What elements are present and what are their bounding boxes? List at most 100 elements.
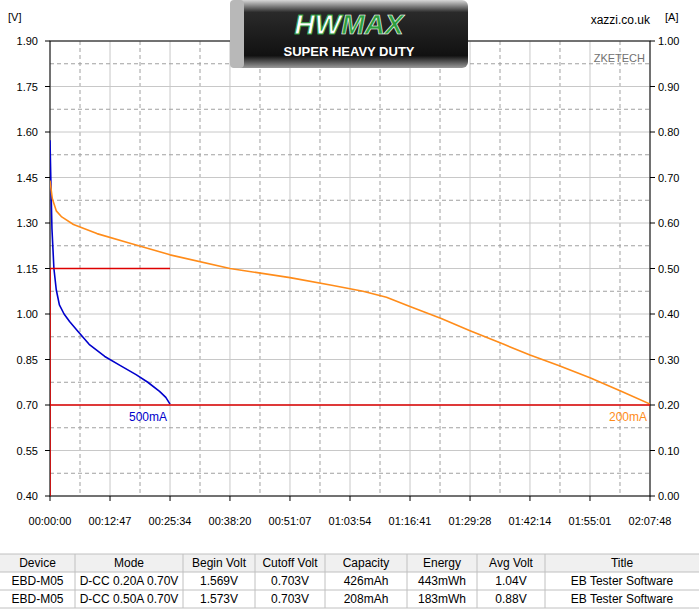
x-tick <box>350 496 351 501</box>
table-col-line <box>183 590 184 608</box>
battery-brand-part: HW <box>295 9 344 40</box>
y-tick <box>45 177 50 178</box>
table-cell: 183mWh <box>418 592 466 606</box>
table-row-line <box>0 590 699 591</box>
y2-tick <box>650 450 655 451</box>
table-cell: EBD-M05 <box>11 574 63 588</box>
battery-image: HWMAX SUPER HEAVY DUTY <box>230 0 468 68</box>
plot-frame <box>50 41 650 496</box>
table-col-line <box>75 572 76 590</box>
background <box>0 0 699 610</box>
series-line <box>50 269 170 497</box>
table-col-line <box>545 572 546 590</box>
axes: 00:00:0000:12:4700:25:3400:38:2000:51:07… <box>17 35 680 527</box>
y2-tick-label: 0.40 <box>658 308 679 320</box>
y-tick <box>45 405 50 406</box>
y-tick <box>45 268 50 269</box>
table-header: Mode <box>114 556 144 570</box>
y-tick-label: 1.75 <box>17 81 38 93</box>
table-header: Title <box>611 556 634 570</box>
y2-tick <box>650 41 655 42</box>
y-minor-grid-line <box>50 382 650 383</box>
series-labels: 500mA200mA <box>129 410 647 424</box>
y-grid-line <box>50 177 650 178</box>
y-tick <box>45 41 50 42</box>
y2-tick-label: 0.70 <box>658 172 679 184</box>
battery-body <box>230 0 468 68</box>
table-cell: EB Tester Software <box>571 574 674 588</box>
battery-tagline: SUPER HEAVY DUTY <box>284 44 415 59</box>
y2-tick-label: 0.60 <box>658 217 679 229</box>
y-tick <box>45 86 50 87</box>
table-col-line <box>255 554 256 572</box>
summary-table: DeviceModeBegin VoltCutoff VoltCapacityE… <box>0 554 699 608</box>
y-grid-line <box>50 223 650 224</box>
x-tick-label: 00:38:20 <box>209 515 252 527</box>
y-tick-label: 0.85 <box>17 354 38 366</box>
y-tick-label: 1.45 <box>17 172 38 184</box>
y-tick <box>45 132 50 133</box>
y2-tick <box>650 496 655 497</box>
battery-brand-part: MAX <box>341 9 406 40</box>
y2-tick <box>650 314 655 315</box>
x-tick <box>529 496 530 501</box>
series-line <box>50 140 170 404</box>
table-col-line <box>477 590 478 608</box>
table-header-bg <box>0 554 699 572</box>
table-header: Cutoff Volt <box>262 556 318 570</box>
x-tick-label: 00:25:34 <box>149 515 192 527</box>
table-header: Avg Volt <box>489 556 533 570</box>
y-tick <box>45 450 50 451</box>
grid <box>50 41 650 496</box>
table-cell: 443mWh <box>418 574 466 588</box>
y2-tick-label: 0.00 <box>658 490 679 502</box>
y2-tick-label: 0.50 <box>658 263 679 275</box>
table-cell: 1.569V <box>200 574 238 588</box>
brand-mark: ZKETECH <box>594 52 645 64</box>
y-tick-label: 0.70 <box>17 399 38 411</box>
battery-cap <box>230 0 244 68</box>
table-col-line <box>407 572 408 590</box>
x-tick-label: 01:03:54 <box>329 515 372 527</box>
table-col-line <box>183 572 184 590</box>
x-tick-label: 00:12:47 <box>89 515 132 527</box>
series-group <box>50 140 650 496</box>
series-line <box>50 404 650 406</box>
y-tick-label: 0.40 <box>17 490 38 502</box>
table-col-line <box>407 590 408 608</box>
y-tick-label: 1.60 <box>17 126 38 138</box>
y-minor-grid-line <box>50 291 650 292</box>
x-tick <box>170 496 171 501</box>
y2-tick <box>650 177 655 178</box>
table-col-line <box>325 572 326 590</box>
table-cell: 0.88V <box>495 592 526 606</box>
x-tick-label: 01:55:01 <box>569 515 612 527</box>
y-tick <box>45 223 50 224</box>
x-tick-label: 01:16:41 <box>389 515 432 527</box>
x-tick-label: 01:42:14 <box>509 515 552 527</box>
table-cell: 1.573V <box>200 592 238 606</box>
y2-tick <box>650 268 655 269</box>
table-col-line <box>325 590 326 608</box>
table-cell: 208mAh <box>344 592 389 606</box>
series-label: 500mA <box>129 410 167 424</box>
table-col-line <box>75 554 76 572</box>
y-tick-label: 1.00 <box>17 308 38 320</box>
y2-tick-label: 0.20 <box>658 399 679 411</box>
y-grid-line <box>50 450 650 451</box>
y-tick <box>45 359 50 360</box>
table-cell: D-CC 0.20A 0.70V <box>80 574 179 588</box>
table-cell: 1.04V <box>495 574 526 588</box>
table-col-line <box>325 554 326 572</box>
table-cell: EBD-M05 <box>11 592 63 606</box>
x-tick <box>50 496 51 501</box>
y-minor-grid-line <box>50 109 650 110</box>
plot-area <box>50 41 650 496</box>
y-grid-line <box>50 359 650 360</box>
y-minor-grid-line <box>50 154 650 155</box>
y2-tick <box>650 405 655 406</box>
y-minor-grid-line <box>50 427 650 428</box>
y2-tick-label: 0.90 <box>658 81 679 93</box>
table-cell: D-CC 0.50A 0.70V <box>80 592 179 606</box>
y2-tick <box>650 132 655 133</box>
